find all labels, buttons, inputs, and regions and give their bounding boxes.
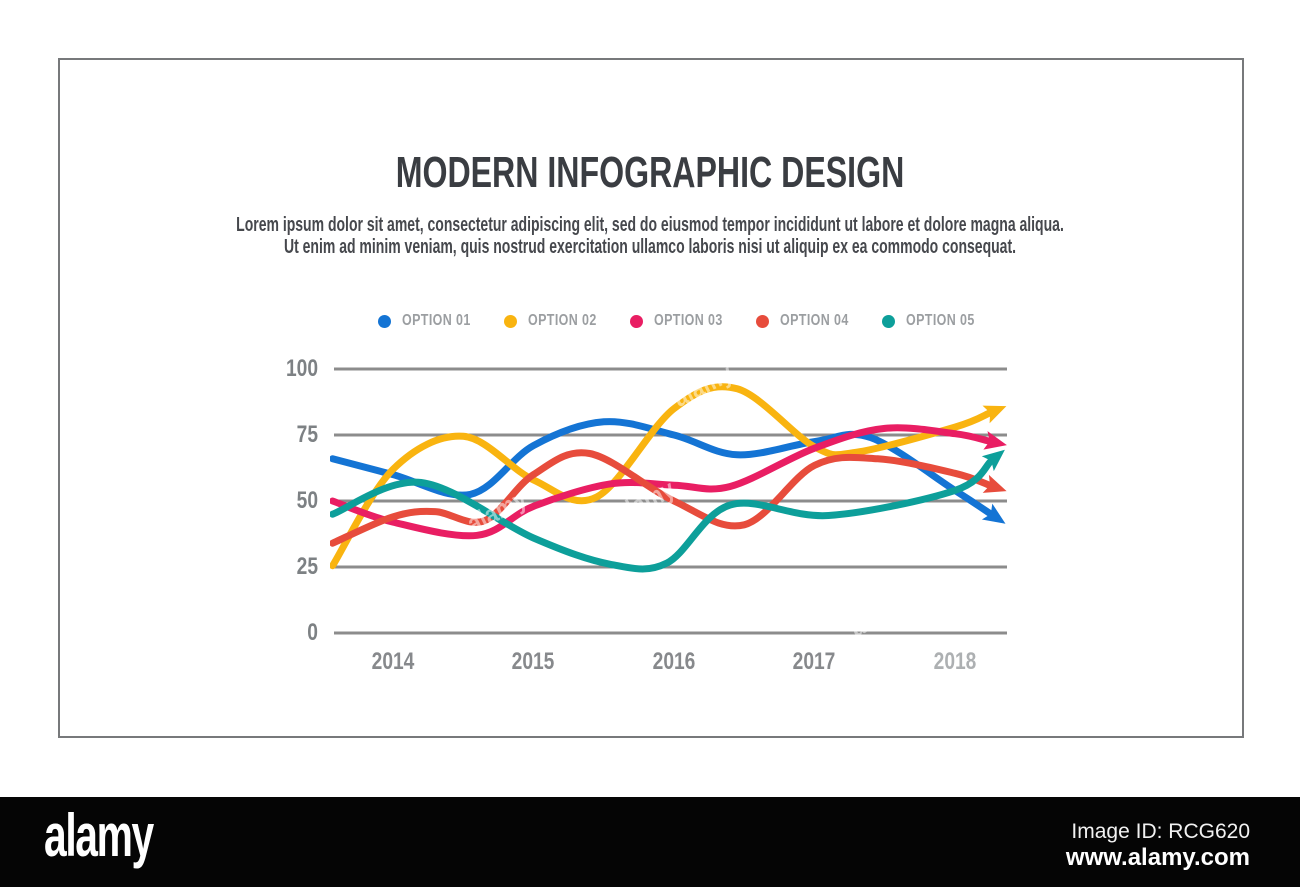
series-arrowhead-3 [983, 431, 1007, 450]
y-axis-label-75: 75 [296, 421, 318, 448]
page-title: MODERN INFOGRAPHIC DESIGN [395, 148, 905, 197]
y-axis-label-50: 50 [296, 487, 318, 514]
x-axis-label-2015: 2015 [511, 648, 555, 675]
legend-item-option-05: OPTION 05 [882, 312, 994, 329]
legend-item-option-02: OPTION 02 [504, 312, 616, 329]
x-axis-label-2018: 2018 [933, 648, 977, 675]
x-axis-label-2014: 2014 [371, 648, 415, 675]
y-axis-label-0: 0 [307, 619, 318, 646]
footer-bar: alamy Image ID: RCG620 www.alamy.com [0, 797, 1300, 887]
x-axis-label-2016: 2016 [652, 648, 696, 675]
alamy-logo: alamy [44, 802, 154, 869]
legend-label: OPTION 03 [654, 312, 723, 329]
legend-item-option-01: OPTION 01 [378, 312, 490, 329]
legend-item-option-03: OPTION 03 [630, 312, 742, 329]
series-arrowhead-1 [981, 503, 1006, 524]
series-line-5 [330, 457, 995, 573]
image-id-text: Image ID: RCG620 [1071, 820, 1250, 843]
legend-dot-icon [630, 314, 643, 328]
series-line-2 [330, 383, 994, 570]
alamy-url: www.alamy.com [1065, 844, 1250, 871]
series-arrowhead-4 [982, 474, 1007, 493]
page-subtitle-line1: Lorem ipsum dolor sit amet, consectetur … [236, 214, 1064, 236]
legend-dot-icon [504, 314, 517, 328]
legend-label: OPTION 02 [528, 312, 597, 329]
legend-label: OPTION 01 [402, 312, 471, 329]
legend-dot-icon [882, 314, 895, 328]
series-line-4 [330, 449, 994, 547]
series-line-3 [330, 424, 993, 540]
legend-dot-icon [378, 314, 391, 328]
legend-dot-icon [756, 314, 769, 328]
legend-item-option-04: OPTION 04 [756, 312, 868, 329]
y-axis-label-100: 100 [285, 355, 318, 382]
legend-label: OPTION 05 [906, 312, 975, 329]
chart-canvas [330, 367, 1007, 635]
y-axis-label-25: 25 [296, 553, 318, 580]
series-arrowhead-5 [981, 449, 1005, 472]
series-arrowhead-2 [982, 405, 1007, 424]
page-subtitle-line2: Ut enim ad minim veniam, quis nostrud ex… [283, 236, 1017, 258]
x-axis-label-2017: 2017 [792, 648, 836, 675]
legend-label: OPTION 04 [780, 312, 849, 329]
outer-frame [58, 58, 1244, 738]
